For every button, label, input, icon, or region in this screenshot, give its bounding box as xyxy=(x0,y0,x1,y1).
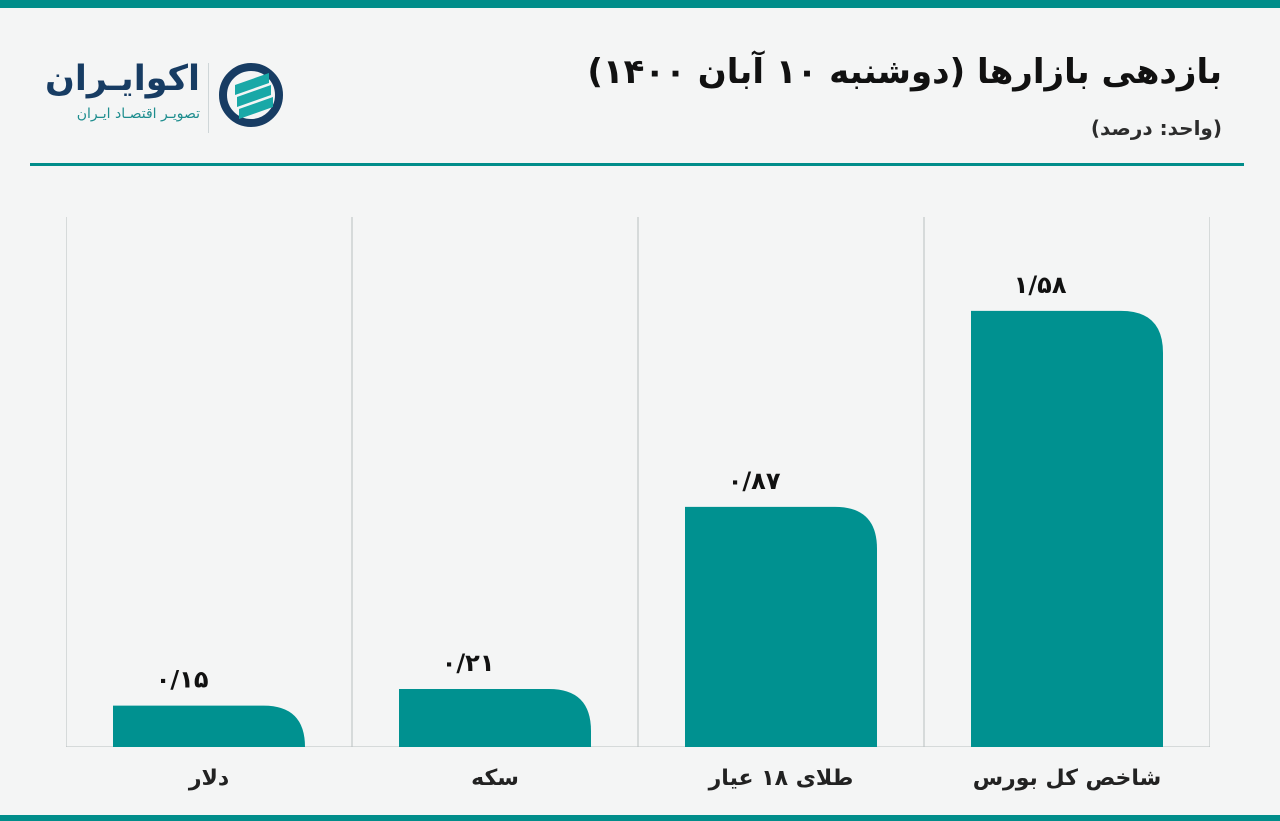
logo-name: اکوایـران xyxy=(44,59,200,99)
bar-2 xyxy=(399,689,591,747)
bar-value-label-3: ۰/۸۷ xyxy=(728,467,781,495)
unit-subtitle: (واحد: درصد) xyxy=(1090,116,1222,140)
top-border xyxy=(0,0,1280,8)
bar-value-label-2: ۰/۲۱ xyxy=(442,649,495,677)
logo-tagline: تصویـر اقتصـاد ایـران xyxy=(76,105,200,122)
bar-chart: ۰/۱۵ ۰/۲۱ ۰/۸۷ ۱/۵۸ xyxy=(66,217,1210,747)
bottom-border xyxy=(0,815,1280,821)
category-label-row: دلار سکه طلای ۱۸ عیار شاخص کل بورس xyxy=(66,766,1210,800)
x-tick-label: سکه xyxy=(471,766,519,791)
bar-value-label-4: ۱/۵۸ xyxy=(1014,271,1067,299)
logo-divider xyxy=(208,63,209,133)
header-rule xyxy=(30,163,1244,166)
logo-text-block: اکوایـران تصویـر اقتصـاد ایـران xyxy=(30,61,200,122)
brand-logo: اکوایـران تصویـر اقتصـاد ایـران xyxy=(30,61,290,139)
chart-svg: ۰/۱۵ ۰/۲۱ ۰/۸۷ ۱/۵۸ xyxy=(66,217,1210,747)
x-tick-label: دلار xyxy=(188,766,230,791)
bar-1 xyxy=(113,705,305,747)
chart-header: بازدهی بازارها (دوشنبه ۱۰ آبان ۱۴۰۰) (وا… xyxy=(0,8,1280,164)
chart-title: بازدهی بازارها (دوشنبه ۱۰ آبان ۱۴۰۰) xyxy=(587,52,1222,92)
bar-value-label-1: ۰/۱۵ xyxy=(156,666,209,694)
x-tick-label: طلای ۱۸ عیار xyxy=(708,766,854,791)
bar-3 xyxy=(685,506,877,747)
brand-logo-icon xyxy=(219,63,283,127)
x-tick-label: شاخص کل بورس xyxy=(972,766,1162,791)
bar-4 xyxy=(971,310,1163,747)
